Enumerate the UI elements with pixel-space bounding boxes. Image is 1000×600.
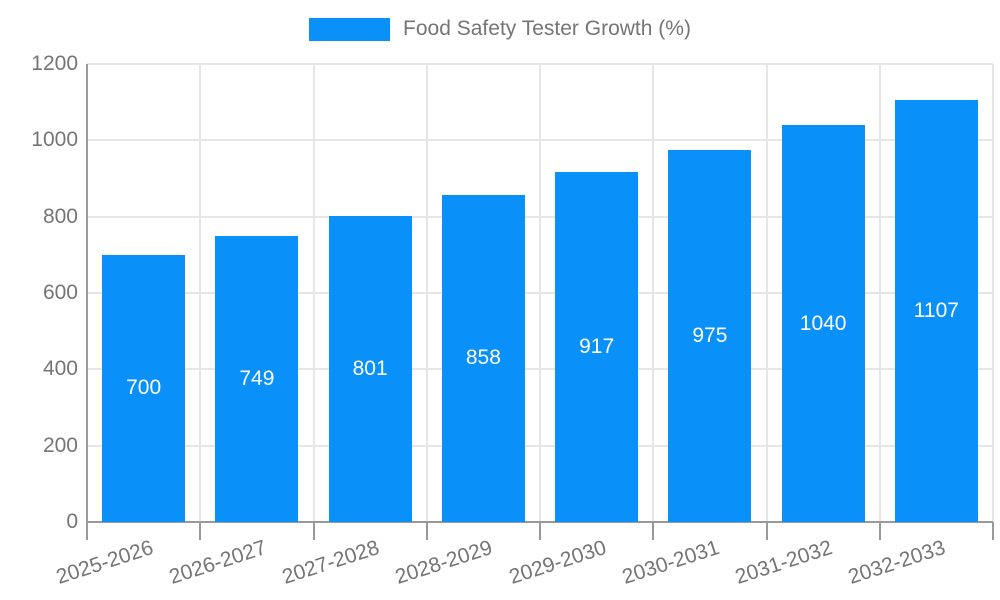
y-tick-label: 400 (42, 357, 78, 381)
bar-value-label: 1107 (913, 298, 959, 322)
y-tick-label: 0 (66, 510, 78, 533)
legend-title: Food Safety Tester Growth (%) (403, 17, 691, 40)
bar-value-label: 700 (126, 376, 162, 400)
gridline-v (992, 64, 994, 522)
x-axis-tick (652, 522, 655, 540)
legend[interactable]: Food Safety Tester Growth (%) (0, 17, 1000, 41)
bar-value-label: 801 (352, 357, 388, 381)
y-axis-line (86, 64, 88, 522)
bar-value-label: 975 (692, 323, 728, 347)
gridline-v (539, 64, 541, 522)
x-axis-tick (765, 522, 768, 540)
x-axis-tick (199, 522, 202, 540)
bar: 975 (668, 149, 752, 522)
gridline-v (199, 64, 202, 522)
x-axis-tick (992, 522, 994, 540)
gridline-v (878, 64, 881, 522)
bar-value-label: 1040 (799, 311, 847, 335)
bar-value-label: 749 (239, 367, 275, 391)
bar: 801 (328, 216, 412, 522)
y-tick-label: 1200 (31, 52, 78, 75)
x-axis-tick (539, 522, 541, 540)
bar-value-label: 917 (579, 335, 615, 358)
bar: 749 (215, 236, 299, 522)
legend-swatch (309, 17, 391, 41)
x-axis-tick (312, 522, 315, 540)
y-tick-label: 200 (42, 433, 78, 457)
bar: 858 (441, 194, 525, 522)
bar: 1040 (781, 125, 865, 522)
bar: 700 (102, 254, 186, 522)
y-tick-label: 600 (42, 281, 78, 304)
x-axis-tick (425, 522, 428, 540)
x-axis-tick (878, 522, 881, 540)
gridline-v (312, 64, 315, 522)
y-tick-label: 1000 (31, 128, 78, 152)
bar: 917 (555, 172, 639, 522)
gridline-v (425, 64, 428, 522)
plot-area: 700 749 801 858 917 975 1040 1107 (86, 63, 994, 523)
y-tick-label: 800 (42, 204, 78, 228)
gridline-v (765, 64, 768, 522)
gridline-v (652, 64, 655, 522)
bar: 1107 (894, 99, 978, 522)
bar-value-label: 858 (465, 346, 501, 370)
x-axis-tick (86, 522, 88, 540)
